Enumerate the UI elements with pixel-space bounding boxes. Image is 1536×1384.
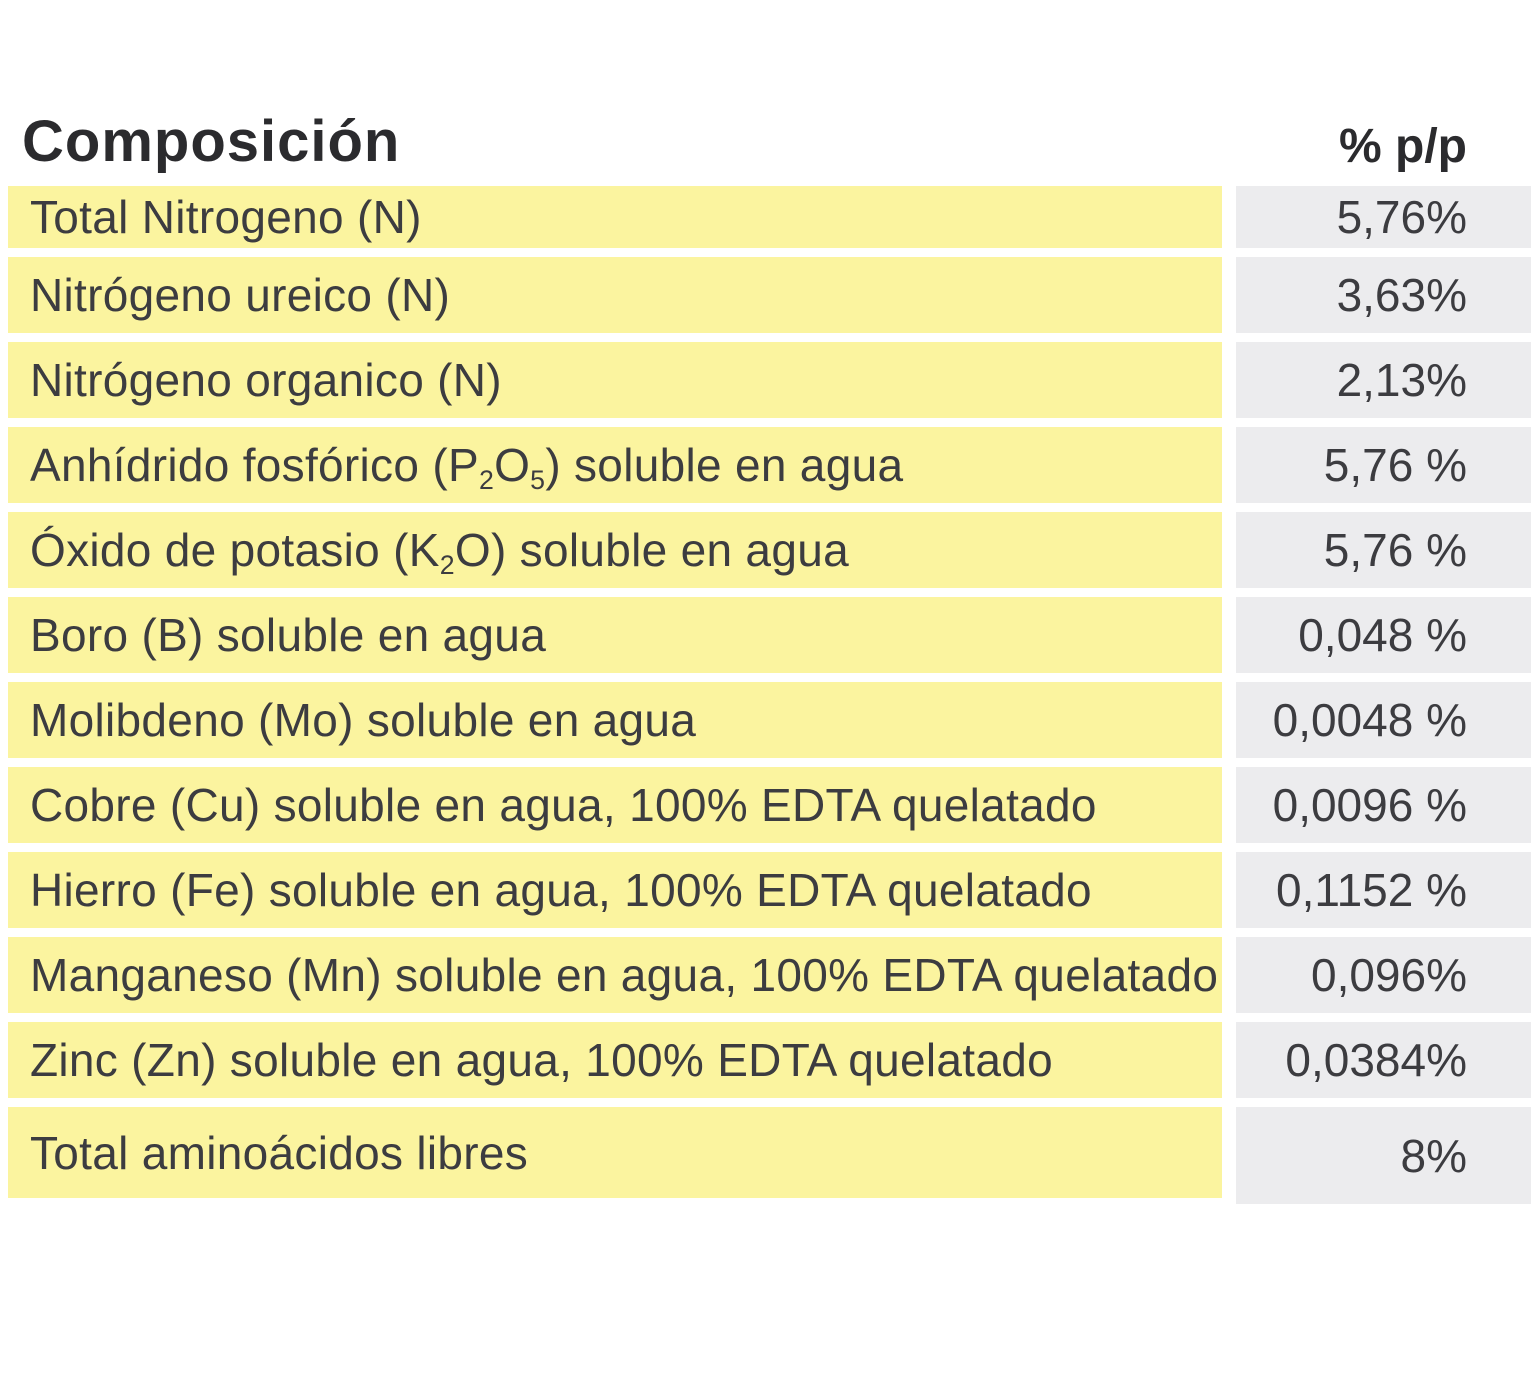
table-row: Manganeso (Mn) soluble en agua, 100% EDT… (8, 937, 1536, 1013)
component-name-cell: Hierro (Fe) soluble en agua, 100% EDTA q… (8, 852, 1222, 928)
component-name-cell: Manganeso (Mn) soluble en agua, 100% EDT… (8, 937, 1222, 1013)
component-name: Manganeso (Mn) soluble en agua, 100% EDT… (30, 949, 1219, 1001)
component-name: Total aminoácidos libres (30, 1126, 529, 1179)
component-value-cell: 0,0048 % (1236, 682, 1531, 758)
component-name: Boro (B) soluble en agua (30, 609, 547, 661)
component-name-cell: Óxido de potasio (K2O) soluble en agua (8, 512, 1222, 588)
table-row: Molibdeno (Mo) soluble en agua 0,0048 % (8, 682, 1536, 758)
component-value-cell: 2,13% (1236, 342, 1531, 418)
component-name-cell: Cobre (Cu) soluble en agua, 100% EDTA qu… (8, 767, 1222, 843)
component-value-cell: 0,1152 % (1236, 852, 1531, 928)
unit-column-header: % p/p (1339, 120, 1467, 174)
component-name: Óxido de potasio (K2O) soluble en agua (30, 524, 849, 580)
table-row: Zinc (Zn) soluble en agua, 100% EDTA que… (8, 1022, 1536, 1098)
component-value-cell: 0,096% (1236, 937, 1531, 1013)
component-value-cell: 0,048 % (1236, 597, 1531, 673)
component-value-cell: 8% (1236, 1107, 1531, 1204)
component-name-cell: Anhídrido fosfórico (P2O5) soluble en ag… (8, 427, 1222, 503)
component-value-cell: 5,76 % (1236, 427, 1531, 503)
component-value-cell: 0,0096 % (1236, 767, 1531, 843)
component-name: Nitrógeno organico (N) (30, 354, 502, 406)
table-row: Boro (B) soluble en agua 0,048 % (8, 597, 1536, 673)
component-name-cell: Boro (B) soluble en agua (8, 597, 1222, 673)
component-name: Zinc (Zn) soluble en agua, 100% EDTA que… (30, 1034, 1053, 1086)
chemical-subscript: 2 (478, 465, 495, 495)
component-name-cell: Zinc (Zn) soluble en agua, 100% EDTA que… (8, 1022, 1222, 1098)
table-row: Nitrógeno ureico (N) 3,63% (8, 257, 1536, 333)
component-name: Cobre (Cu) soluble en agua, 100% EDTA qu… (30, 779, 1097, 831)
chemical-subscript: 2 (439, 550, 455, 580)
component-name: Hierro (Fe) soluble en agua, 100% EDTA q… (30, 864, 1092, 916)
component-value-cell: 0,0384% (1236, 1022, 1531, 1098)
composition-sheet: Composición % p/p Total Nitrogeno (N) 5,7… (0, 0, 1536, 1204)
component-name-cell: Nitrógeno organico (N) (8, 342, 1222, 418)
table-row: Nitrógeno organico (N) 2,13% (8, 342, 1536, 418)
component-name-cell: Total aminoácidos libres (8, 1107, 1222, 1198)
component-value-cell: 5,76% (1236, 186, 1531, 248)
page-title: Composición (22, 109, 401, 175)
table-body: Total Nitrogeno (N) 5,76% Nitrógeno ureico… (0, 186, 1536, 1204)
component-name: Molibdeno (Mo) soluble en agua (30, 694, 697, 746)
table-row: Óxido de potasio (K2O) soluble en agua 5,… (8, 512, 1536, 588)
component-name: Total Nitrogeno (N) (30, 191, 422, 243)
component-name-cell: Total Nitrogeno (N) (8, 186, 1222, 248)
table-row: Total aminoácidos libres 8% (8, 1107, 1536, 1204)
chemical-subscript: 5 (530, 465, 546, 495)
component-name-cell: Molibdeno (Mo) soluble en agua (8, 682, 1222, 758)
component-name-cell: Nitrógeno ureico (N) (8, 257, 1222, 333)
table-row: Cobre (Cu) soluble en agua, 100% EDTA qu… (8, 767, 1536, 843)
table-row: Hierro (Fe) soluble en agua, 100% EDTA q… (8, 852, 1536, 928)
component-name: Anhídrido fosfórico (P2O5) soluble en ag… (30, 439, 904, 495)
table-row: Anhídrido fosfórico (P2O5) soluble en ag… (8, 427, 1536, 503)
component-name: Nitrógeno ureico (N) (30, 269, 451, 321)
component-value-cell: 5,76 % (1236, 512, 1531, 588)
table-header: Composición % p/p (0, 0, 1536, 186)
component-value-cell: 3,63% (1236, 257, 1531, 333)
table-row: Total Nitrogeno (N) 5,76% (8, 186, 1536, 248)
